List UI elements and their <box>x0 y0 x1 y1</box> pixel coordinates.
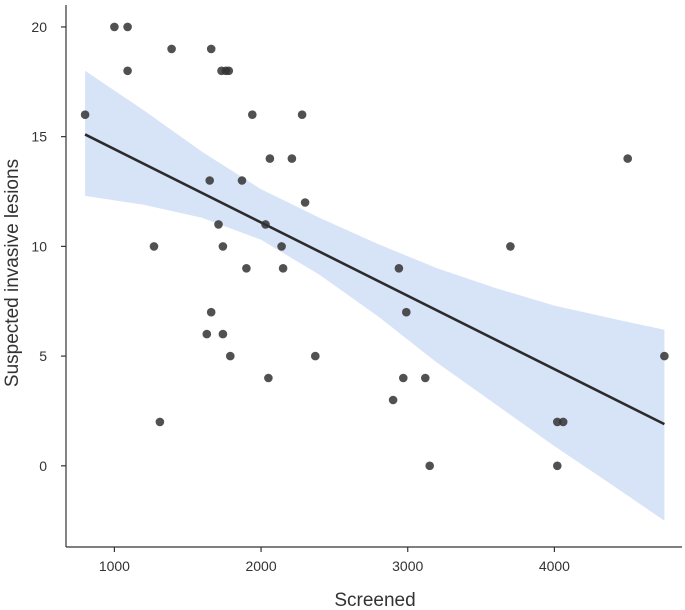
data-point <box>155 417 165 427</box>
regression-line <box>84 133 665 426</box>
data-point <box>80 110 90 119</box>
data-point <box>167 44 176 54</box>
data-point <box>226 351 235 361</box>
data-point <box>297 110 307 119</box>
x-tick-label: 3000 <box>392 558 423 574</box>
data-point <box>218 329 228 339</box>
data-point <box>149 242 159 251</box>
data-point <box>205 176 214 185</box>
data-point <box>224 66 234 76</box>
data-point <box>264 373 273 383</box>
confidence-band-layer <box>85 70 665 521</box>
data-point <box>399 373 408 383</box>
x-axis-title: Screened <box>334 590 415 610</box>
data-point <box>123 22 132 32</box>
data-point <box>311 351 320 361</box>
data-point <box>553 417 562 427</box>
data-point <box>277 242 286 251</box>
x-tick-label: 1000 <box>99 558 130 574</box>
data-point <box>248 110 257 119</box>
data-point <box>206 44 216 54</box>
data-point <box>287 154 297 163</box>
axes-layer: 1000 2000 3000 4000 0 5 10 15 20 <box>31 5 682 574</box>
data-point <box>558 417 568 427</box>
data-point <box>218 242 228 251</box>
confidence-band <box>85 70 665 521</box>
y-tick-label: 10 <box>31 238 47 254</box>
data-point <box>261 220 270 229</box>
data-point <box>394 264 404 273</box>
y-tick-label: 0 <box>39 458 47 474</box>
data-point <box>242 264 251 273</box>
x-tick-label: 4000 <box>539 558 570 574</box>
data-point <box>421 373 430 383</box>
data-point <box>278 264 288 273</box>
fit-line-layer <box>84 133 665 426</box>
data-point <box>265 154 275 163</box>
points-layer <box>80 22 669 471</box>
x-tick-label: 2000 <box>245 558 276 574</box>
y-axis-title: Suspected invasive lesions <box>2 159 23 387</box>
data-point <box>206 307 216 317</box>
y-tick-label: 20 <box>31 19 47 35</box>
data-point <box>237 176 247 185</box>
data-point <box>660 351 669 361</box>
y-tick-label: 15 <box>31 129 47 145</box>
data-point <box>425 461 435 471</box>
data-point <box>402 307 411 317</box>
data-point <box>506 242 515 251</box>
data-point <box>553 461 562 471</box>
data-point <box>123 66 132 76</box>
data-point <box>202 329 212 339</box>
data-point <box>300 198 310 207</box>
data-point <box>214 220 223 229</box>
data-point <box>623 154 632 163</box>
y-tick-label: 5 <box>39 348 47 364</box>
data-point <box>110 22 119 32</box>
data-point <box>388 395 398 405</box>
